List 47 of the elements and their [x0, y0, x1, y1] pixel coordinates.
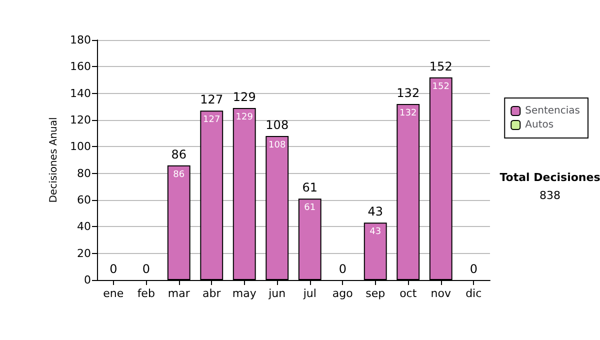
x-tick-label: mar: [168, 287, 190, 300]
total-label: 0: [470, 262, 478, 276]
x-tick-label: dic: [466, 287, 482, 300]
y-tick-label: 80: [77, 166, 91, 180]
x-tick-label: abr: [202, 287, 222, 300]
y-tick-label: 60: [77, 194, 91, 206]
y-axis-title: Decisiones Anual: [48, 117, 60, 203]
text: 838: [540, 189, 560, 202]
text: Total Decisiones: [500, 171, 600, 184]
legend-label: Autos: [525, 120, 554, 130]
y-tick-label: 0: [84, 274, 91, 286]
data-label: 132: [400, 108, 417, 118]
x-tick-label: may: [232, 287, 257, 300]
data-label: 127: [203, 115, 220, 126]
x-tick-label: sep: [366, 287, 386, 300]
y-tick-label: 120: [70, 114, 91, 126]
data-label: 86: [173, 170, 185, 180]
total-label: 0: [110, 262, 118, 276]
total-label: 0: [338, 262, 346, 276]
x-tick-label: jun: [268, 287, 286, 300]
data-label: 61: [304, 203, 316, 214]
total-label: 86: [171, 147, 187, 162]
total-label: 43: [368, 204, 384, 219]
x-tick-label: feb: [137, 287, 155, 300]
x-tick-label: ene: [103, 287, 124, 300]
y-tick-label: 160: [70, 60, 91, 74]
total-label: 129: [232, 90, 256, 104]
y-tick-label: 40: [77, 220, 91, 234]
data-label: 152: [432, 82, 450, 92]
total-label: 127: [200, 92, 224, 107]
legend-label: Sentencias: [525, 106, 580, 116]
x-tick-label: jul: [302, 287, 316, 300]
x-tick-label: nov: [430, 287, 452, 300]
y-tick-label: 140: [70, 86, 91, 100]
total-label: 108: [266, 118, 289, 132]
total-label: 61: [302, 180, 318, 195]
y-tick-label: 180: [70, 34, 91, 46]
data-label: 108: [268, 140, 286, 150]
data-label: 129: [236, 112, 254, 122]
y-tick-label: 100: [70, 140, 91, 154]
data-label: 43: [370, 227, 382, 238]
total-label: 132: [396, 86, 420, 100]
total-label: 0: [142, 262, 150, 276]
total-label: 152: [429, 59, 452, 74]
x-tick-label: ago: [332, 287, 354, 300]
x-tick-label: oct: [400, 287, 418, 300]
y-tick-label: 20: [77, 246, 91, 260]
